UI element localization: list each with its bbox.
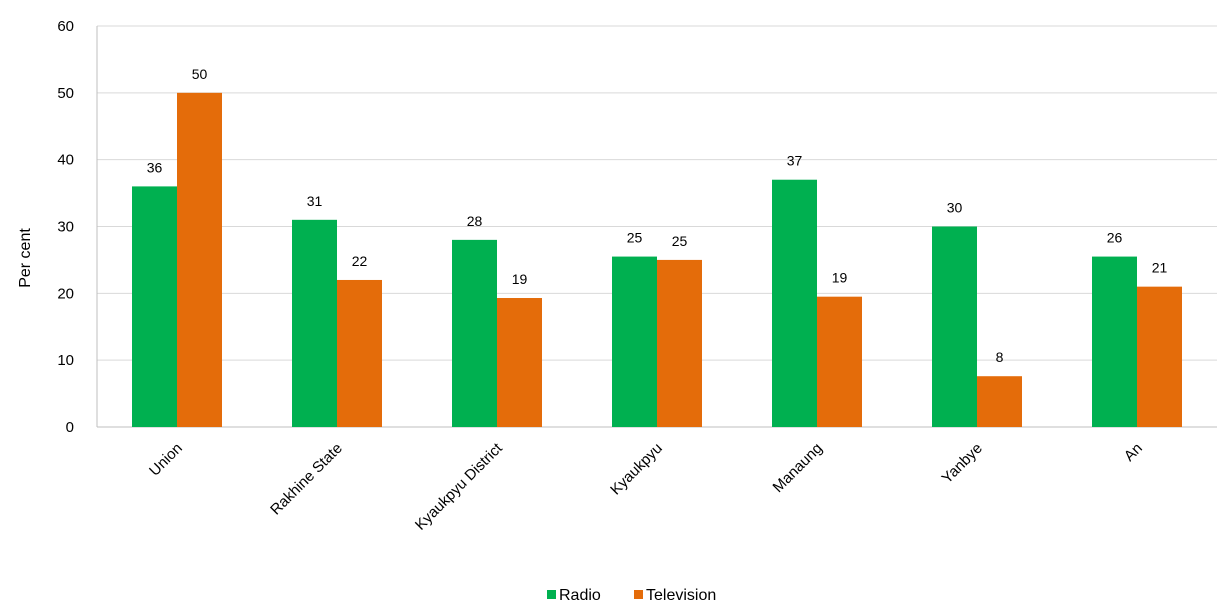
bar-radio-0 [132,186,177,427]
legend-swatch-television [634,590,643,599]
bar-television-0 [177,92,222,427]
data-label: 28 [467,213,483,229]
data-label: 22 [352,253,368,269]
bar-radio-3 [612,256,657,427]
y-tick-label: 40 [57,152,74,169]
data-label: 19 [832,270,848,286]
x-axis-labels: Union Rakhine State Kyaukpyu District Kyauk… [146,439,1146,534]
data-label: 21 [1152,260,1168,276]
x-tick-label: An [1121,440,1146,465]
data-label: 36 [147,159,163,175]
legend-swatch-radio [547,590,556,599]
legend: Radio Television [547,587,716,604]
data-label: 19 [512,271,528,287]
bar-radio-1 [292,219,337,427]
data-label: 31 [307,193,323,209]
y-axis-title: Per cent [17,228,34,288]
x-tick-label: Rakhine State [267,440,346,519]
x-tick-label: Kyaukpyu [607,440,666,499]
data-label: 25 [672,233,688,249]
data-labels: 36 50 31 22 28 19 25 25 37 19 30 8 26 21 [147,66,1168,365]
bar-television-4 [817,296,862,427]
bar-television-1 [337,279,382,427]
data-label: 25 [627,230,643,246]
bars [132,92,1182,427]
data-label: 50 [192,66,208,82]
bar-television-5 [977,376,1022,427]
legend-label-television: Television [646,587,716,604]
data-label: 26 [1107,230,1123,246]
data-label: 37 [787,153,803,169]
bar-television-3 [657,259,702,427]
data-label: 30 [947,200,963,216]
y-axis-ticks: 0 10 20 30 40 50 60 [57,18,74,436]
bar-radio-5 [932,226,977,427]
bar-radio-6 [1092,256,1137,427]
y-tick-label: 50 [57,85,74,102]
legend-label-radio: Radio [559,587,601,604]
x-tick-label: Yanbye [939,440,986,487]
bar-radio-2 [452,239,497,427]
y-tick-label: 30 [57,219,74,236]
x-tick-label: Manaung [770,440,826,496]
x-tick-label: Union [146,440,186,480]
bar-television-6 [1137,286,1182,427]
data-label: 8 [996,349,1004,365]
y-tick-label: 0 [66,419,74,436]
y-tick-label: 20 [57,285,74,302]
bar-radio-4 [772,179,817,427]
y-tick-label: 60 [57,18,74,35]
bar-television-2 [497,298,542,427]
x-tick-label: Kyaukpyu District [412,439,507,534]
y-tick-label: 10 [57,352,74,369]
